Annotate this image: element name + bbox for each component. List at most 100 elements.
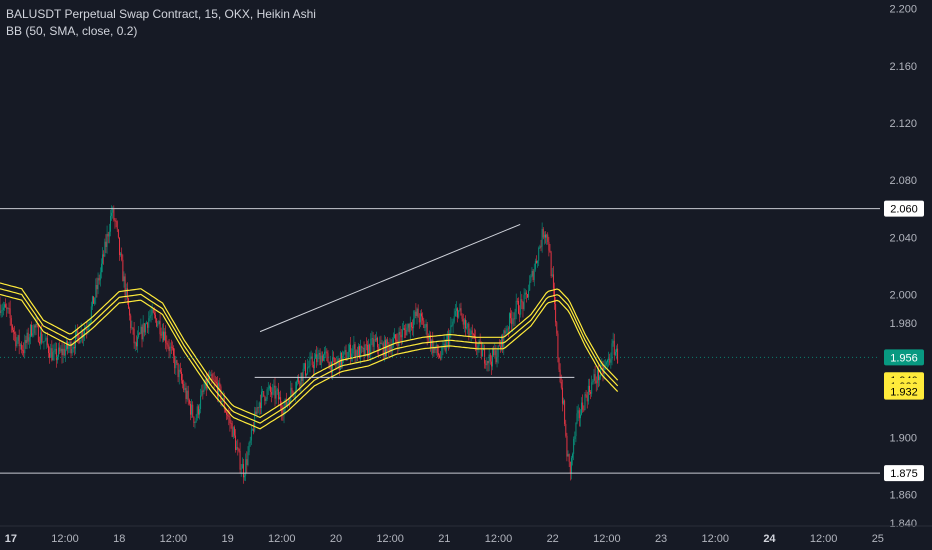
bollinger-bands-layer <box>0 282 619 430</box>
candle <box>440 351 442 361</box>
time-axis[interactable]: 17 12:00 18 12:00 19 12:00 20 12:00 21 12:00 22 12:… <box>0 525 932 545</box>
candle <box>457 307 459 323</box>
candle <box>5 298 7 308</box>
candle <box>585 389 587 398</box>
candle <box>485 360 487 369</box>
candle <box>573 436 575 461</box>
candle <box>398 327 400 352</box>
candle <box>521 294 523 310</box>
candle <box>130 313 132 334</box>
candle <box>300 372 302 394</box>
price-tag: 1.932 <box>884 383 924 400</box>
candle <box>451 318 453 328</box>
candle <box>543 231 545 245</box>
y-tick-label: 2.040 <box>889 232 917 244</box>
candle <box>531 267 533 278</box>
candle <box>587 378 589 405</box>
candle <box>289 397 291 408</box>
candle <box>252 428 253 431</box>
candle <box>161 323 163 343</box>
price-axis[interactable]: 2.200 2.160 2.120 2.080 2.040 2.000 1.980 1.900… <box>889 4 917 531</box>
candle <box>164 328 166 341</box>
candle <box>465 315 466 337</box>
candle <box>582 394 584 413</box>
candle <box>353 335 355 357</box>
candle <box>245 453 247 482</box>
y-tick-label: 1.900 <box>889 432 917 444</box>
x-tick-label: 12:00 <box>485 533 513 545</box>
candle <box>442 340 444 356</box>
candle <box>40 328 42 350</box>
candle <box>133 321 135 349</box>
candle <box>37 322 39 343</box>
candle <box>276 387 278 395</box>
candle <box>155 311 156 323</box>
candle <box>441 345 443 361</box>
candle <box>512 311 514 333</box>
indicator-label[interactable]: BB (50, SMA, close, 0.2) <box>6 24 138 38</box>
y-tick-label: 2.080 <box>889 175 917 187</box>
candle <box>452 318 454 334</box>
candle <box>460 302 462 316</box>
candle <box>187 385 189 406</box>
chart-title[interactable]: BALUSDT Perpetual Swap Contract, 15, OKX… <box>6 7 316 21</box>
candle <box>399 326 401 342</box>
candle <box>267 381 269 395</box>
candle <box>121 247 123 262</box>
candle <box>232 426 234 439</box>
price-tag: 2.060 <box>884 200 924 217</box>
candle <box>210 371 212 377</box>
candle <box>533 263 535 287</box>
candle <box>569 461 571 481</box>
candle <box>51 340 53 362</box>
candle <box>304 360 306 379</box>
candle <box>312 361 314 375</box>
candle <box>315 349 317 359</box>
candle <box>157 320 159 329</box>
candle <box>29 323 31 345</box>
bb-basis[interactable] <box>0 288 619 424</box>
candle <box>253 421 255 435</box>
candle <box>235 429 237 453</box>
candle <box>436 344 438 358</box>
candle <box>98 274 100 285</box>
candle <box>97 272 99 295</box>
candle <box>365 337 367 351</box>
candle <box>262 388 264 398</box>
candle <box>446 330 448 348</box>
x-tick-label: 12:00 <box>268 533 296 545</box>
x-tick-label: 12:00 <box>376 533 404 545</box>
bb-lower-band[interactable] <box>0 293 619 430</box>
candle <box>574 431 576 446</box>
candle <box>162 323 164 343</box>
candle <box>505 325 507 336</box>
candle <box>142 315 144 342</box>
candle <box>176 359 178 366</box>
candle <box>102 247 104 273</box>
candle <box>422 312 424 325</box>
x-tick-label: 24 <box>763 533 776 545</box>
candle <box>93 296 94 304</box>
candle <box>410 322 412 331</box>
candle <box>132 327 134 335</box>
candle <box>496 349 498 368</box>
candle <box>325 345 327 359</box>
bb-upper-band[interactable] <box>0 282 619 419</box>
candle <box>525 290 527 303</box>
x-tick-label: 19 <box>221 533 233 545</box>
candle <box>75 324 76 355</box>
candle <box>140 318 142 335</box>
candle <box>361 345 363 354</box>
candle <box>394 328 395 339</box>
candle <box>326 348 328 362</box>
candle <box>259 394 261 415</box>
trend-line[interactable] <box>259 223 521 333</box>
candle <box>454 304 456 317</box>
candle <box>124 273 126 302</box>
candle <box>350 337 351 364</box>
candle <box>351 348 353 362</box>
candle <box>536 255 537 264</box>
candle <box>38 336 40 346</box>
